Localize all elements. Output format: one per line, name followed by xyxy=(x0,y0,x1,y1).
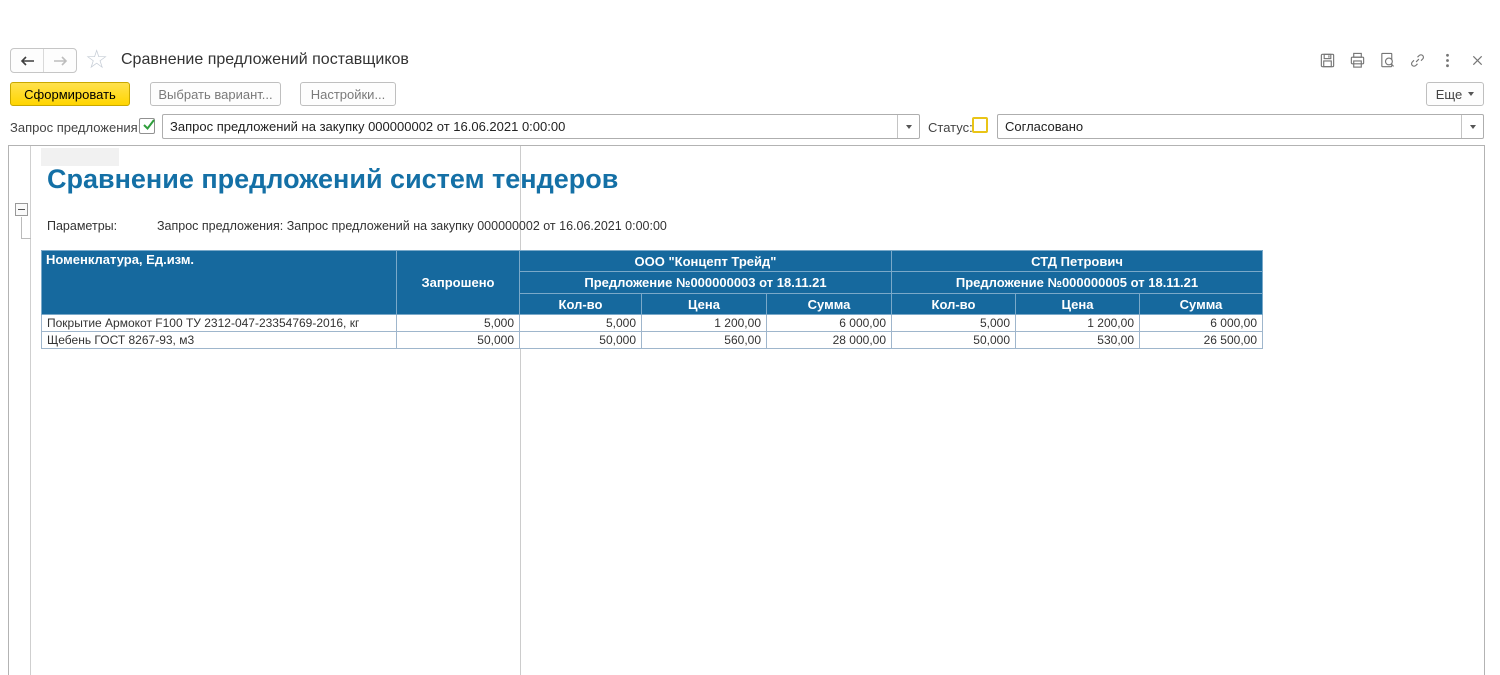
table-row: Покрытие Армокот F100 ТУ 2312-047-233547… xyxy=(41,314,1263,332)
grouping-margin xyxy=(9,146,31,675)
group-bracket xyxy=(21,238,31,239)
save-icon[interactable] xyxy=(1318,51,1336,69)
cell-sum: 6 000,00 xyxy=(1139,314,1263,332)
col-header-requested: Запрошено xyxy=(396,250,520,315)
report-title: Сравнение предложений систем тендеров xyxy=(47,164,619,194)
more-button-label: Еще xyxy=(1435,86,1463,102)
chevron-down-icon xyxy=(1469,124,1476,129)
cell-nomenclature: Щебень ГОСТ 8267-93, м3 xyxy=(41,331,397,349)
parameters-value: Запрос предложения: Запрос предложений н… xyxy=(157,219,667,233)
subcol-header-price: Цена xyxy=(641,293,767,315)
minus-icon xyxy=(18,209,25,210)
window-toolbar-icons xyxy=(1318,51,1486,69)
status-filter-value: Согласовано xyxy=(1005,119,1084,134)
supplier-header: ООО "Концепт Трейд" xyxy=(519,250,892,272)
cell-price: 1 200,00 xyxy=(641,314,767,332)
window-title: Сравнение предложений поставщиков xyxy=(121,51,409,68)
offer-header: Предложение №000000003 от 18.11.21 xyxy=(519,271,892,294)
settings-button[interactable]: Настройки... xyxy=(300,82,396,106)
supplier-header: СТД Петрович xyxy=(891,250,1263,272)
subcol-header-qty: Кол-во xyxy=(519,293,642,315)
subcol-header-sum: Сумма xyxy=(766,293,892,315)
status-filter-combobox[interactable]: Согласовано xyxy=(997,114,1484,139)
grid-line xyxy=(520,146,521,675)
cell-qty: 5,000 xyxy=(519,314,642,332)
preview-icon[interactable] xyxy=(1378,51,1396,69)
collapse-group-button[interactable] xyxy=(15,203,28,216)
print-icon[interactable] xyxy=(1348,51,1366,69)
offer-header: Предложение №000000005 от 18.11.21 xyxy=(891,271,1263,294)
more-icon[interactable] xyxy=(1438,51,1456,69)
chevron-down-icon xyxy=(905,124,912,129)
subcol-header-price: Цена xyxy=(1015,293,1140,315)
close-icon[interactable] xyxy=(1468,51,1486,69)
table-row: Щебень ГОСТ 8267-93, м3 50,000 50,000 56… xyxy=(41,331,1263,349)
cell-qty: 50,000 xyxy=(519,331,642,349)
cell-qty: 50,000 xyxy=(891,331,1016,349)
more-button[interactable]: Еще xyxy=(1426,82,1484,106)
comparison-table: Номенклатура, Ед.изм. Запрошено ООО "Кон… xyxy=(41,250,1263,349)
forward-arrow-icon xyxy=(53,55,67,66)
status-filter-label: Статус: xyxy=(928,120,973,135)
link-icon[interactable] xyxy=(1408,51,1426,69)
forward-button[interactable] xyxy=(43,49,76,72)
favorite-star-icon[interactable]: ☆ xyxy=(85,44,109,74)
group-bracket xyxy=(21,217,22,238)
cell-price: 1 200,00 xyxy=(1015,314,1140,332)
cell-nomenclature: Покрытие Армокот F100 ТУ 2312-047-233547… xyxy=(41,314,397,332)
generate-button[interactable]: Сформировать xyxy=(10,82,130,106)
cell-price: 530,00 xyxy=(1015,331,1140,349)
parameters-label: Параметры: xyxy=(47,219,118,233)
report-area: Сравнение предложений систем тендеров Па… xyxy=(8,145,1485,675)
spreadsheet-header-cell xyxy=(41,148,119,166)
back-arrow-icon xyxy=(20,55,34,66)
choose-variant-button[interactable]: Выбрать вариант... xyxy=(150,82,281,106)
subcol-header-sum: Сумма xyxy=(1139,293,1263,315)
request-filter-combobox[interactable]: Запрос предложений на закупку 000000002 … xyxy=(162,114,920,139)
nav-history-group xyxy=(10,48,77,73)
request-filter-checkbox[interactable] xyxy=(139,118,155,134)
cell-qty: 5,000 xyxy=(891,314,1016,332)
chevron-down-icon xyxy=(1468,92,1475,96)
cell-price: 560,00 xyxy=(641,331,767,349)
request-dropdown-button[interactable] xyxy=(897,115,919,138)
check-icon xyxy=(143,119,155,131)
subcol-header-qty: Кол-во xyxy=(891,293,1016,315)
request-filter-value: Запрос предложений на закупку 000000002 … xyxy=(170,119,566,134)
cell-requested: 5,000 xyxy=(396,314,520,332)
status-dropdown-button[interactable] xyxy=(1461,115,1483,138)
status-filter-checkbox[interactable] xyxy=(972,117,988,133)
cell-sum: 28 000,00 xyxy=(766,331,892,349)
col-header-nomenclature: Номенклатура, Ед.изм. xyxy=(41,250,397,315)
back-button[interactable] xyxy=(11,49,43,72)
cell-requested: 50,000 xyxy=(396,331,520,349)
cell-sum: 6 000,00 xyxy=(766,314,892,332)
cell-sum: 26 500,00 xyxy=(1139,331,1263,349)
request-filter-label: Запрос предложения: xyxy=(10,120,142,135)
